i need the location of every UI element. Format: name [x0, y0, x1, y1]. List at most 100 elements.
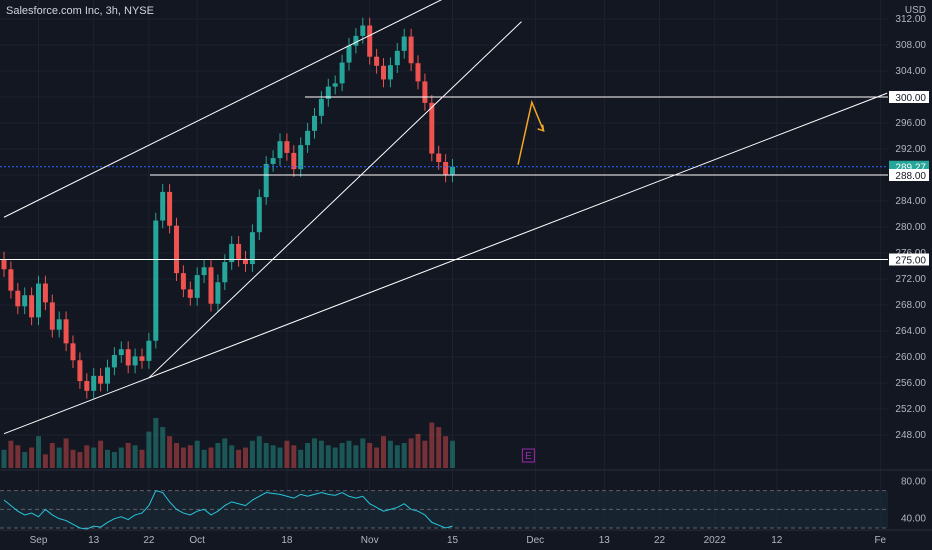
candle-body [91, 375, 97, 391]
candle-body [105, 367, 110, 384]
candle-body [422, 81, 428, 103]
rsi-line [3, 490, 453, 530]
volume-bar [381, 436, 386, 468]
volume-bar [160, 427, 166, 468]
price-tick-label: 264.00 [895, 326, 926, 337]
trendline[interactable] [3, 92, 888, 435]
volume-bar [243, 447, 248, 468]
candle-body [236, 243, 242, 259]
candle-body [42, 283, 48, 303]
candle-body [229, 243, 235, 263]
candle-body [353, 35, 359, 46]
candle-body [318, 98, 324, 116]
volume-bar [180, 447, 186, 468]
candle-body [36, 283, 41, 318]
volume-bar [146, 431, 152, 468]
volume-bar [111, 452, 117, 468]
candle-body [401, 36, 407, 51]
candle-body [194, 275, 200, 298]
time-tick-label: 13 [88, 535, 100, 546]
earnings-marker[interactable] [521, 448, 535, 463]
volume-bar [229, 445, 235, 468]
trendline[interactable] [3, 0, 501, 218]
candle-body [436, 153, 442, 162]
candle-body [139, 356, 145, 361]
volume-bar [1, 449, 7, 468]
price-tag [889, 91, 929, 103]
price-tag [889, 169, 929, 181]
candle-body [153, 220, 159, 341]
candle-body [374, 56, 380, 66]
volume-bar [42, 454, 48, 468]
volume-bar [29, 447, 35, 468]
volume-bar [422, 440, 428, 468]
candle-body [443, 162, 449, 175]
volume-bar [401, 443, 407, 468]
volume-bar [56, 447, 62, 468]
candle-body [222, 262, 228, 283]
candle-body [160, 191, 166, 221]
volume-bar [305, 443, 311, 468]
candle-body [111, 355, 117, 368]
volume-bar [70, 449, 76, 468]
price-tick-label: 280.00 [895, 222, 926, 233]
candle-body [387, 65, 393, 80]
candle-body [360, 25, 366, 36]
price-tick-label: 304.00 [895, 66, 926, 77]
candle-body [429, 102, 435, 154]
candle-body [346, 45, 352, 63]
candle-body [29, 295, 35, 318]
volume-bar [256, 436, 262, 468]
volume-bar [353, 445, 359, 468]
price-tag-label: 275.00 [895, 256, 926, 267]
volume-bar [339, 443, 345, 468]
candle-body [263, 163, 269, 198]
candle-body [298, 145, 304, 170]
price-tick-label: 312.00 [895, 14, 926, 25]
volume-bar [312, 438, 317, 468]
candle-body [394, 50, 400, 66]
candle-body [291, 152, 297, 170]
volume-bar [215, 443, 221, 468]
time-tick-label: 12 [771, 535, 783, 546]
volume-bar [153, 418, 159, 468]
volume-bar [36, 436, 41, 468]
candle-body [1, 259, 7, 270]
projection-arrow[interactable] [517, 99, 545, 165]
volume-bar [387, 440, 393, 468]
volume-bar [236, 449, 242, 468]
price-tag [889, 253, 929, 266]
candle-body [243, 258, 248, 265]
currency-label: USD [905, 5, 926, 16]
volume-bar [77, 452, 83, 468]
time-tick-label: Sep [30, 535, 48, 546]
candle-body [277, 141, 283, 159]
time-tick-label: 22 [654, 535, 666, 546]
candle-body [174, 225, 179, 274]
time-tick-label: Oct [189, 535, 205, 546]
candle-body [339, 62, 345, 84]
volume-bar [63, 438, 69, 468]
candle-body [132, 356, 138, 366]
time-tick-label: Dec [526, 535, 544, 546]
volume-bar [91, 447, 97, 468]
candle-body [408, 36, 414, 64]
volume-bar [394, 445, 400, 468]
price-tick-label: 248.00 [895, 430, 926, 441]
volume-bar [118, 447, 124, 468]
projection-arrow-head [537, 124, 545, 132]
volume-bar [270, 445, 276, 468]
trendline[interactable] [148, 21, 522, 379]
price-tick-label: 256.00 [895, 378, 926, 389]
volume-bar [194, 440, 200, 468]
volume-bar [105, 449, 110, 468]
candle-body [49, 302, 55, 330]
price-tick-label: 308.00 [895, 40, 926, 51]
volume-bar [450, 440, 455, 468]
chart-title: Salesforce.com Inc, 3h, NYSE [6, 5, 154, 17]
volume-bar [22, 452, 28, 468]
volume-bar [8, 440, 14, 468]
price-tag-label: 289.27 [895, 163, 926, 174]
volume-bar [208, 447, 214, 468]
